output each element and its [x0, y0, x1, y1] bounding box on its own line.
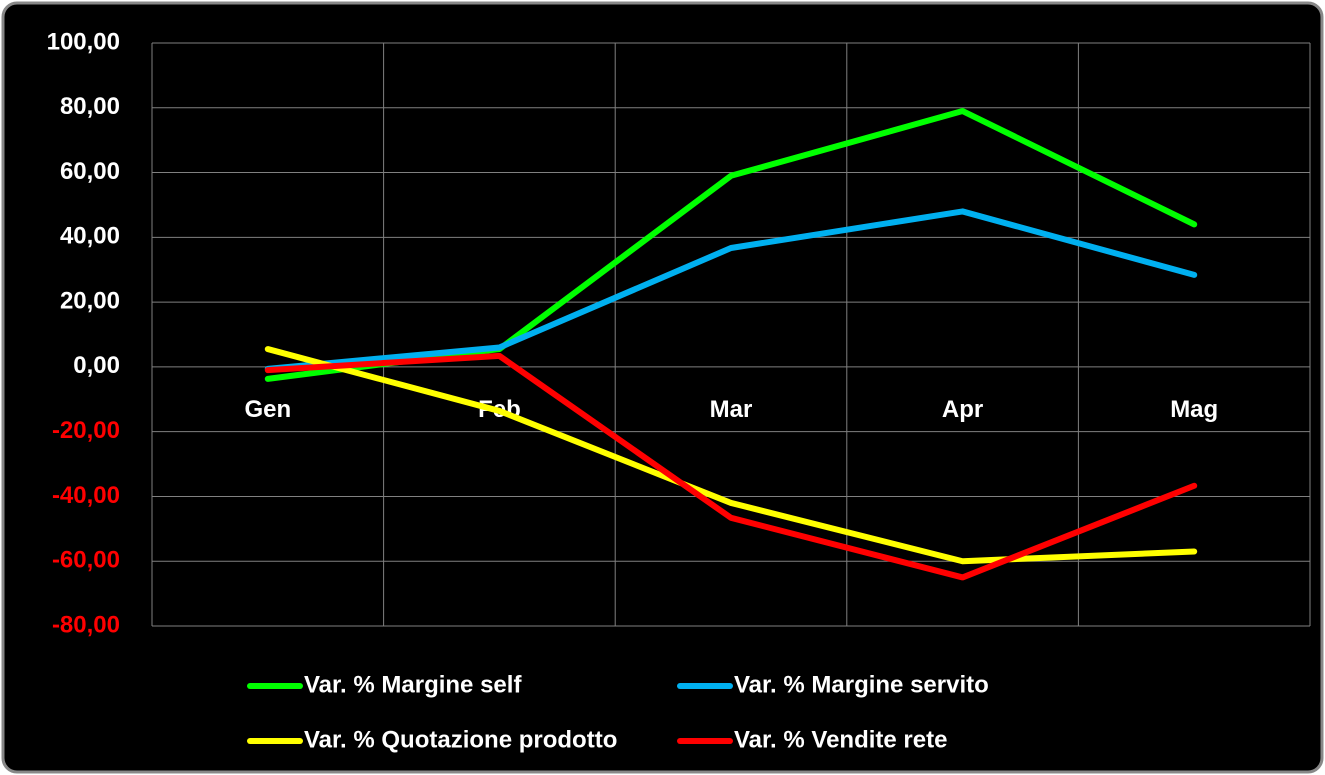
- series-line: [264, 346, 1198, 565]
- y-tick-label: 40,00: [60, 223, 120, 250]
- series-line: [264, 208, 1198, 372]
- legend-label: Var. % Margine servito: [734, 671, 989, 698]
- legend-label: Var. % Quotazione prodotto: [304, 726, 617, 753]
- series-line: [264, 352, 1198, 581]
- x-tick-label: Apr: [942, 396, 983, 423]
- y-tick-label: 80,00: [60, 93, 120, 120]
- y-tick-label: -40,00: [52, 482, 120, 509]
- x-tick-label: Mar: [710, 396, 753, 423]
- y-tick-label: -60,00: [52, 547, 120, 574]
- y-tick-label: 100,00: [47, 28, 120, 55]
- legend-label: Var. % Margine self: [304, 671, 522, 698]
- y-tick-label: -80,00: [52, 611, 120, 638]
- y-tick-label: -20,00: [52, 417, 120, 444]
- y-tick-label: 0,00: [73, 352, 120, 379]
- x-tick-label: Mag: [1170, 396, 1218, 423]
- y-tick-label: 60,00: [60, 158, 120, 185]
- legend-label: Var. % Vendite rete: [734, 726, 947, 753]
- y-tick-label: 20,00: [60, 287, 120, 314]
- x-tick-label: Gen: [244, 396, 291, 423]
